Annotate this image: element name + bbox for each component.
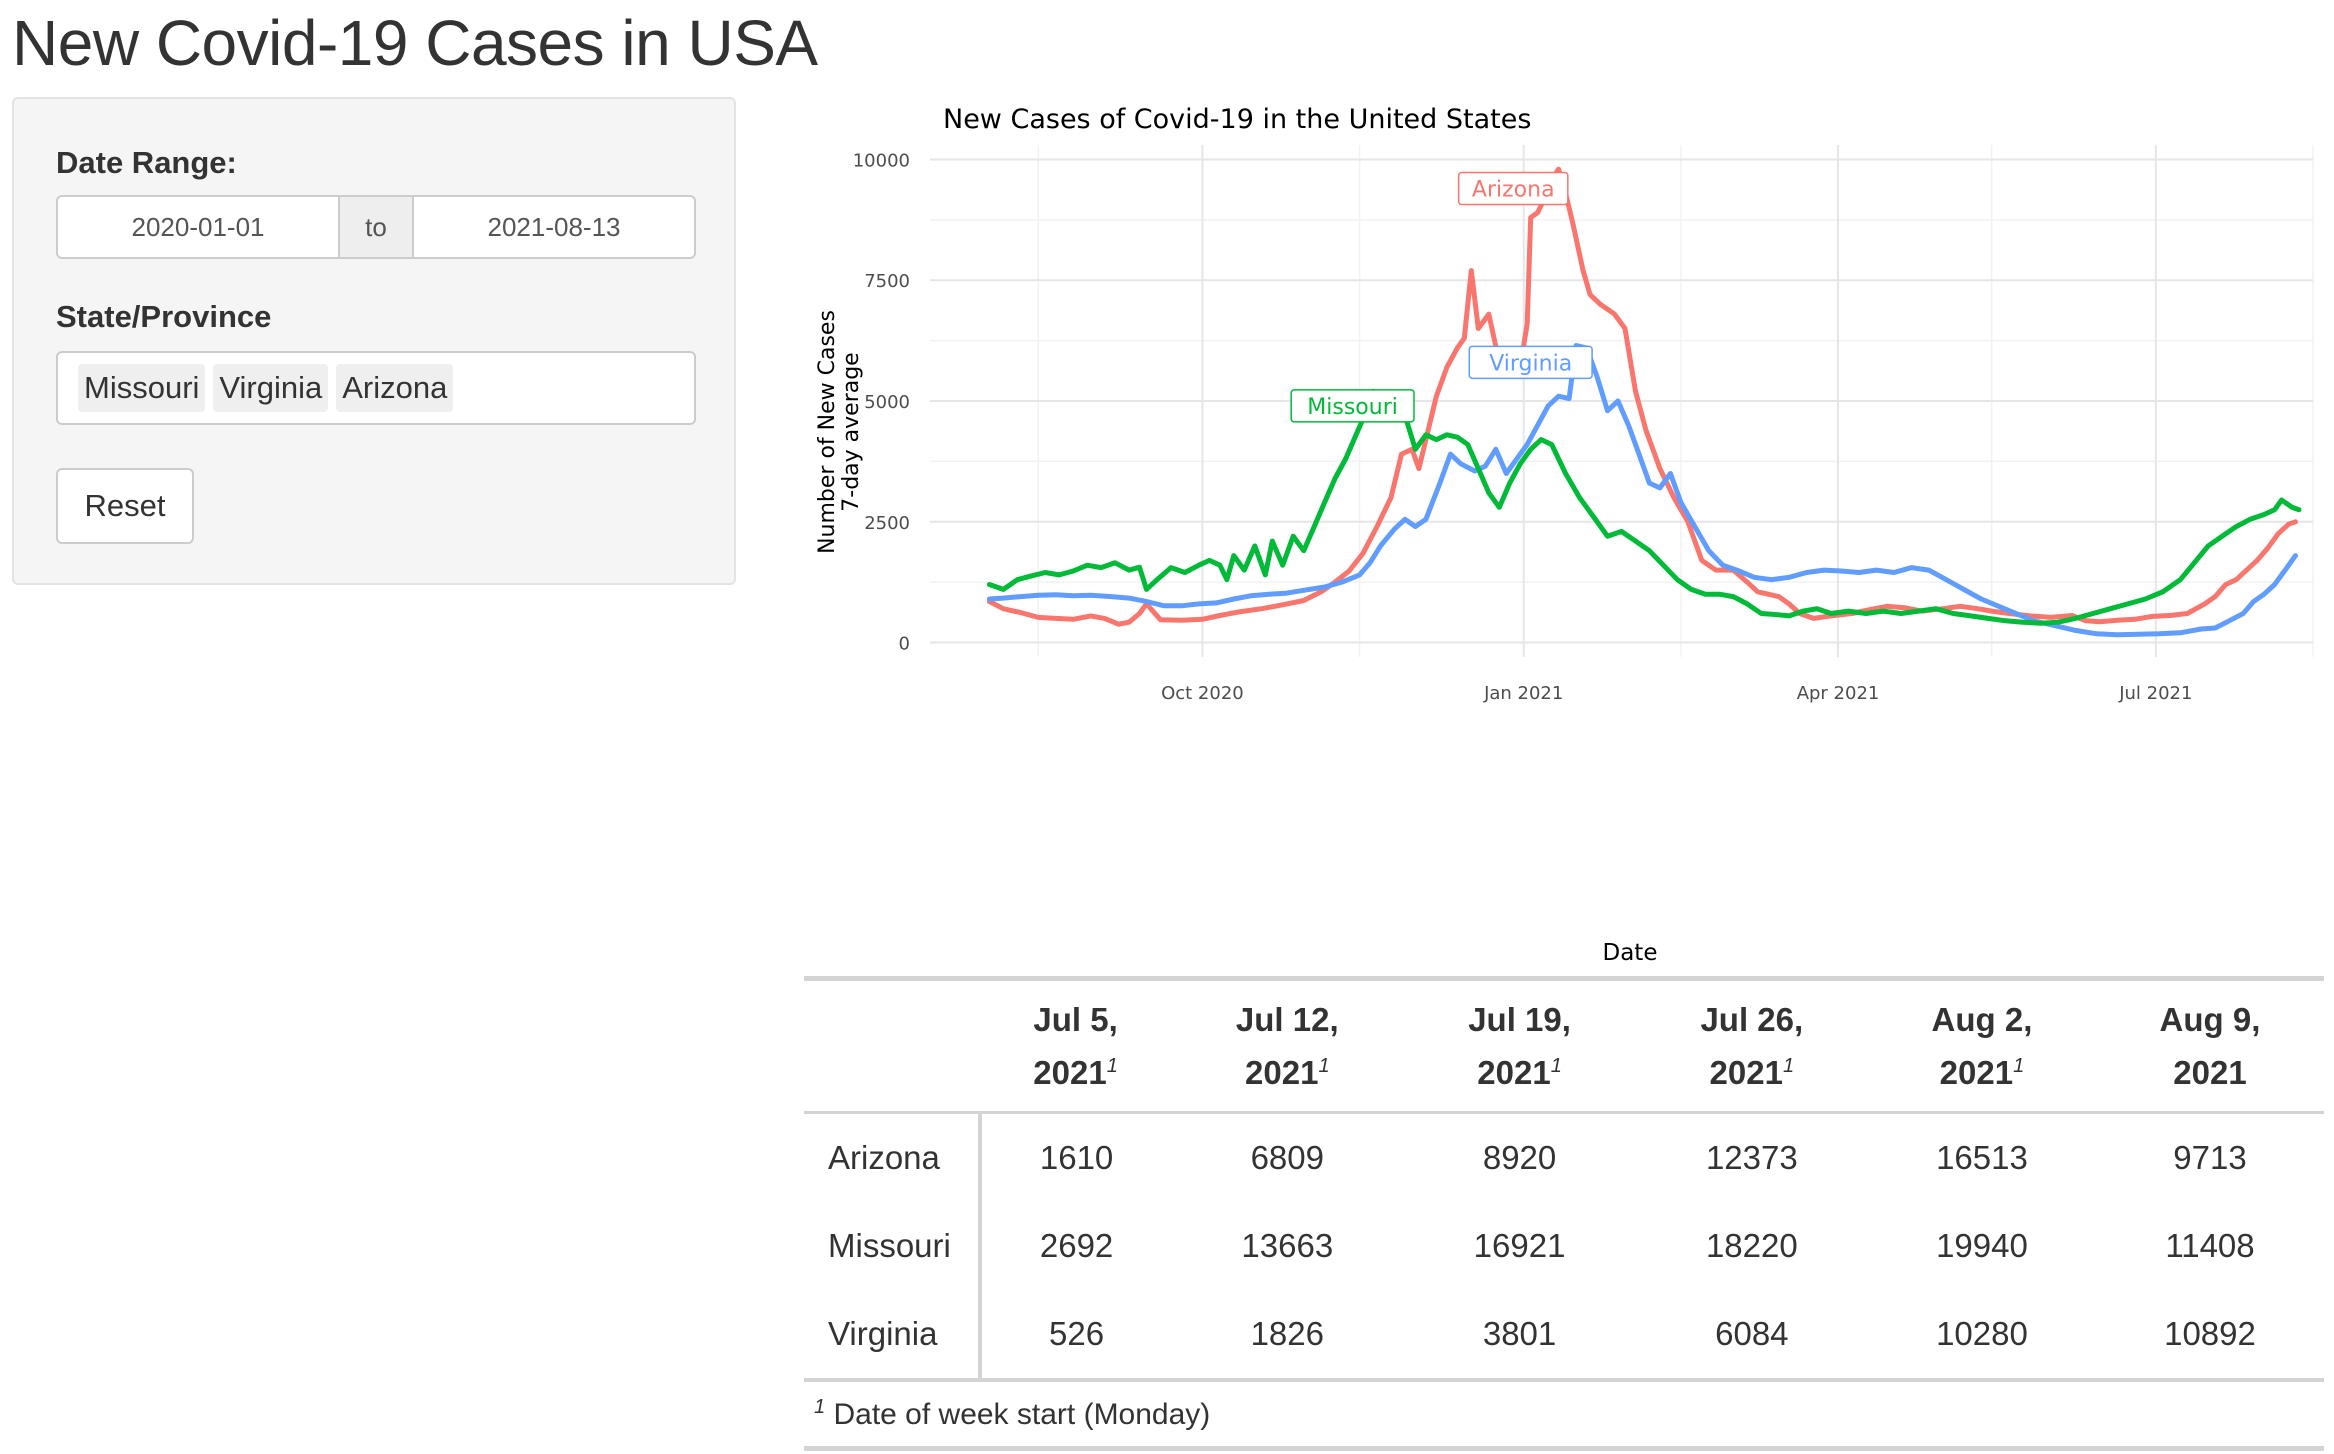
date-range-label: Date Range: [56, 145, 237, 180]
weekly-cases-table: Jul 5, 20211 Jul 12, 20211 Jul 19, 20211 Ju… [804, 976, 2324, 1451]
table-cell: 9713 [2173, 1139, 2247, 1176]
series-line-virginia [986, 343, 2298, 638]
table-cell: 18220 [1705, 1227, 1798, 1264]
chart-grid [930, 145, 2314, 657]
state-select-input[interactable]: Missouri Virginia Arizona [56, 351, 696, 425]
axis-ticks: 0 2500 5000 7500 10000 Oct 2020 Jan 2021 Apr 20… [853, 150, 2193, 704]
state-chip-virginia[interactable]: Virginia [213, 364, 329, 412]
table-column-header: Jul 19, 20211 [1403, 976, 1636, 1114]
table-cell: 16513 [1936, 1139, 2028, 1176]
y-tick-label: 0 [899, 634, 910, 655]
state-province-label: State/Province [56, 299, 272, 334]
table-column-header: Aug 2, 20211 [1867, 976, 2096, 1114]
x-tick-label: Oct 2020 [1161, 683, 1244, 704]
y-tick-label: 5000 [864, 392, 910, 413]
y-tick-label: 10000 [853, 150, 910, 171]
series-line-missouri [986, 388, 2302, 626]
series-lines [986, 166, 2302, 638]
table-cell: 526 [980, 1290, 1172, 1382]
reset-button[interactable]: Reset [56, 468, 194, 544]
page-title: New Covid-19 Cases in USA [12, 7, 818, 79]
y-axis-label-line2: 7-day average [839, 352, 864, 511]
table-row: Virginia 526 1826 3801 6084 10280 10892 [804, 1290, 2324, 1382]
date-range-input: 2020-01-01 to 2021-08-13 [56, 195, 696, 259]
y-axis-label: Number of New Cases [815, 310, 840, 554]
table-cell: 19940 [1936, 1227, 2028, 1264]
table-column-header: Jul 12, 20211 [1171, 976, 1404, 1114]
table-cell: 6809 [1250, 1139, 1324, 1176]
end-date-input[interactable]: 2021-08-13 [412, 195, 696, 259]
row-state-name: Missouri [804, 1202, 982, 1290]
chart-title: New Cases of Covid-19 in the United Stat… [943, 104, 1531, 135]
table-column-header: Aug 9, 2021 [2095, 976, 2324, 1114]
series-labels: Arizona Virginia Missouri [1290, 171, 1593, 423]
table-cell: 8920 [1482, 1139, 1557, 1176]
table-cell: 16921 [1473, 1227, 1566, 1264]
x-axis-label: Date [1603, 940, 1658, 966]
table-row: Missouri 2692 13663 16921 18220 19940 11… [804, 1202, 2324, 1290]
table-row: Arizona 1610 6809 8920 12373 16513 9713 [804, 1112, 2324, 1202]
table-column-header: Jul 26, 20211 [1635, 976, 1868, 1114]
table-footnote: 1 Date of week start (Monday) [804, 1380, 2324, 1451]
table-cell: 3801 [1403, 1290, 1636, 1382]
svg-text:Missouri: Missouri [1307, 395, 1398, 420]
table-cell: 11408 [2165, 1227, 2255, 1264]
table-cell: 12373 [1705, 1139, 1798, 1176]
table-cell: 6084 [1635, 1290, 1868, 1382]
table-column-header: Jul 5, 20211 [980, 976, 1172, 1114]
x-tick-label: Jan 2021 [1483, 683, 1563, 704]
x-tick-label: Jul 2021 [2118, 683, 2192, 704]
series-label-virginia: Virginia [1468, 345, 1593, 380]
table-cell: 10280 [1867, 1290, 2096, 1382]
table-cell: 10892 [2095, 1290, 2324, 1382]
svg-text:Arizona: Arizona [1472, 177, 1555, 202]
y-tick-label: 7500 [864, 271, 910, 292]
series-label-arizona: Arizona [1457, 171, 1569, 206]
y-tick-label: 2500 [864, 513, 910, 534]
sidebar-panel: Date Range: 2020-01-01 to 2021-08-13 Sta… [12, 97, 736, 585]
table-cell: 13663 [1241, 1227, 1334, 1264]
table-cell: 2692 [1039, 1227, 1114, 1264]
row-state-name: Arizona [804, 1112, 982, 1202]
svg-text:Virginia: Virginia [1489, 351, 1572, 376]
row-state-name: Virginia [804, 1290, 982, 1382]
state-chip-arizona[interactable]: Arizona [336, 364, 454, 412]
table-header-row: Jul 5, 20211 Jul 12, 20211 Jul 19, 20211 Ju… [804, 976, 2324, 1114]
date-range-separator: to [340, 195, 412, 259]
series-line-arizona [986, 166, 2298, 627]
table-cell: 1826 [1171, 1290, 1404, 1382]
table-stub-header [804, 976, 980, 1114]
state-chip-missouri[interactable]: Missouri [78, 364, 206, 412]
table-footnote-row: 1 Date of week start (Monday) [804, 1380, 2324, 1451]
covid-cases-line-chart: New Cases of Covid-19 in the United Stat… [815, 104, 2314, 966]
table-cell: 1610 [1039, 1139, 1114, 1176]
x-tick-label: Apr 2021 [1797, 683, 1880, 704]
start-date-input[interactable]: 2020-01-01 [56, 195, 340, 259]
series-label-missouri: Missouri [1290, 389, 1415, 423]
